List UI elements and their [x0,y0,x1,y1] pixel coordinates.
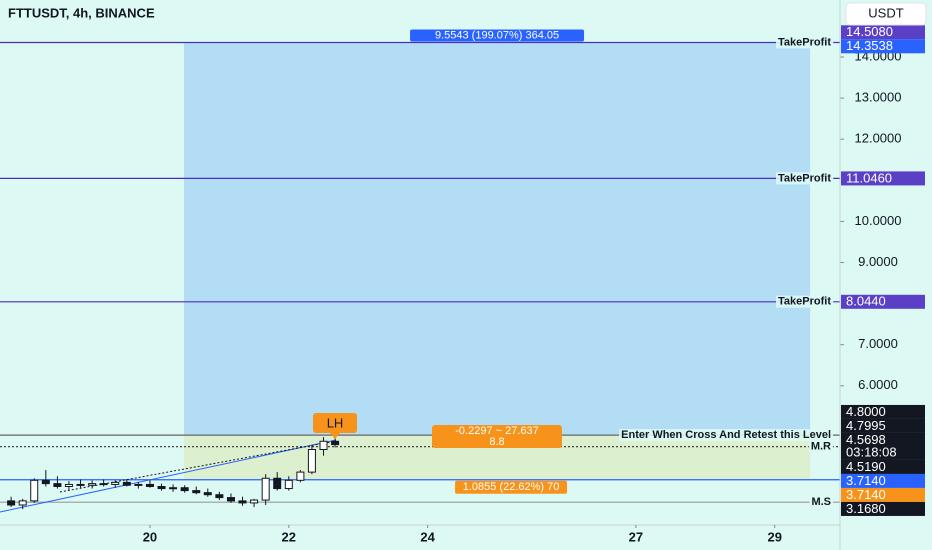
stop-label: 1.0855 (22.62%) 70 [463,481,560,493]
stop-label-box [455,480,568,494]
price-countdown: 03:18:08 [846,444,897,459]
candle-body [18,500,27,506]
y-axis: 14.000013.000012.000010.00009.00007.0000… [840,24,925,516]
candle-body [7,500,16,506]
price-label: 14.5080 [846,24,893,39]
level-label: M.R [811,441,831,453]
candle-body [145,483,154,487]
level-label-bg [808,440,834,453]
price-label: 11.0460 [846,170,892,185]
y-tick-label: 6.0000 [858,377,898,392]
price-label: 3.1680 [846,501,886,516]
y-tick-label: 10.0000 [855,213,902,228]
price-label: 3.7140 [846,473,886,488]
price-label: 14.3538 [846,38,893,53]
candle-body [307,449,316,473]
range-top: -0.2297 ~ 27.637 [455,425,539,437]
price-label: 8.0440 [846,294,886,309]
price-label-box [841,418,925,433]
level-label-bg [809,496,833,509]
lh-annotation: LH [313,413,357,439]
x-tick-label: 27 [629,529,643,544]
candle-body [99,483,108,486]
level-label: TakeProfit [778,36,831,48]
level-label-bg [776,172,834,185]
target-zone [183,42,811,436]
candle-body [273,477,282,490]
lh-pointer [330,433,340,439]
x-tick-label: 24 [420,529,435,544]
candle-body [261,477,270,501]
candle-body [319,440,328,451]
candle-body [284,479,293,490]
y-tick-label: 9.0000 [858,254,898,269]
level-label: Enter When Cross And Retest this Level [621,429,831,441]
candle-body [30,479,39,502]
price-label: 4.5698 [846,432,886,447]
candle-body [122,481,131,486]
level-label-bg [776,295,834,308]
level-label-bg [776,36,834,49]
x-axis: 20 22 24 27 29 [0,524,840,544]
price-label-box [841,404,925,419]
range-box [432,425,562,448]
price-label: 3.7140 [846,487,886,502]
levels: TakeProfit TakeProfit TakeProfit Enter When… [0,36,840,509]
level-label: TakeProfit [778,172,831,184]
candle-body [331,440,340,446]
x-tick-label: 20 [143,529,157,544]
lh-label: LH [327,415,344,430]
x-tick-label: 22 [282,529,296,544]
x-tick-label: 29 [768,529,782,544]
position-tool: 9.5543 (199.07%) 364.05 1.0855 (22.62%) 7… [183,29,811,494]
level-label-bg [619,429,833,442]
candle-body [238,500,247,504]
level-label: M.S [811,496,831,508]
trend-line-dotted [59,440,337,493]
candle-body [76,483,85,486]
target-label: 9.5543 (199.07%) 364.05 [435,29,559,41]
candle-body [41,479,50,485]
price-label-box [841,473,925,488]
currency-label[interactable]: USDT [868,5,903,20]
price-label: 4.7995 [846,418,886,433]
price-label-box [841,39,925,54]
candle-body [88,483,97,486]
currency-button[interactable] [845,2,927,26]
candle-body [296,471,305,481]
candle-body [64,483,73,487]
y-tick-label: 12.0000 [855,131,902,146]
price-label-box [841,459,925,474]
candle-body [169,487,178,490]
candle-body [111,481,120,485]
range-bottom: 8.8 [489,436,504,448]
price-label-box [841,294,925,309]
trend-line [0,439,337,513]
candle-body [53,483,62,487]
candle-body [226,497,235,502]
lh-box [313,413,357,433]
price-label-box [841,171,925,186]
range-annotation: -0.2297 ~ 27.637 8.8 [432,425,562,448]
candle-body [180,487,189,492]
y-tick-label: 7.0000 [858,336,898,351]
candle-body [203,492,212,496]
candle-body [215,494,224,499]
candle-body [134,483,143,486]
price-label-box [841,501,925,516]
chart-title: FTTUSDT, 4h, BINANCE [8,5,155,20]
price-label-box [841,432,925,460]
candle-body [192,490,201,494]
price-label: 4.5190 [846,459,886,474]
price-label: 4.8000 [846,404,886,419]
price-label-box [841,487,925,502]
price-label-box [841,25,925,40]
level-label: TakeProfit [778,296,831,308]
y-tick-label: 13.0000 [855,90,902,105]
candle-body [157,485,166,490]
candle-body [250,499,259,504]
target-label-box [410,29,585,42]
